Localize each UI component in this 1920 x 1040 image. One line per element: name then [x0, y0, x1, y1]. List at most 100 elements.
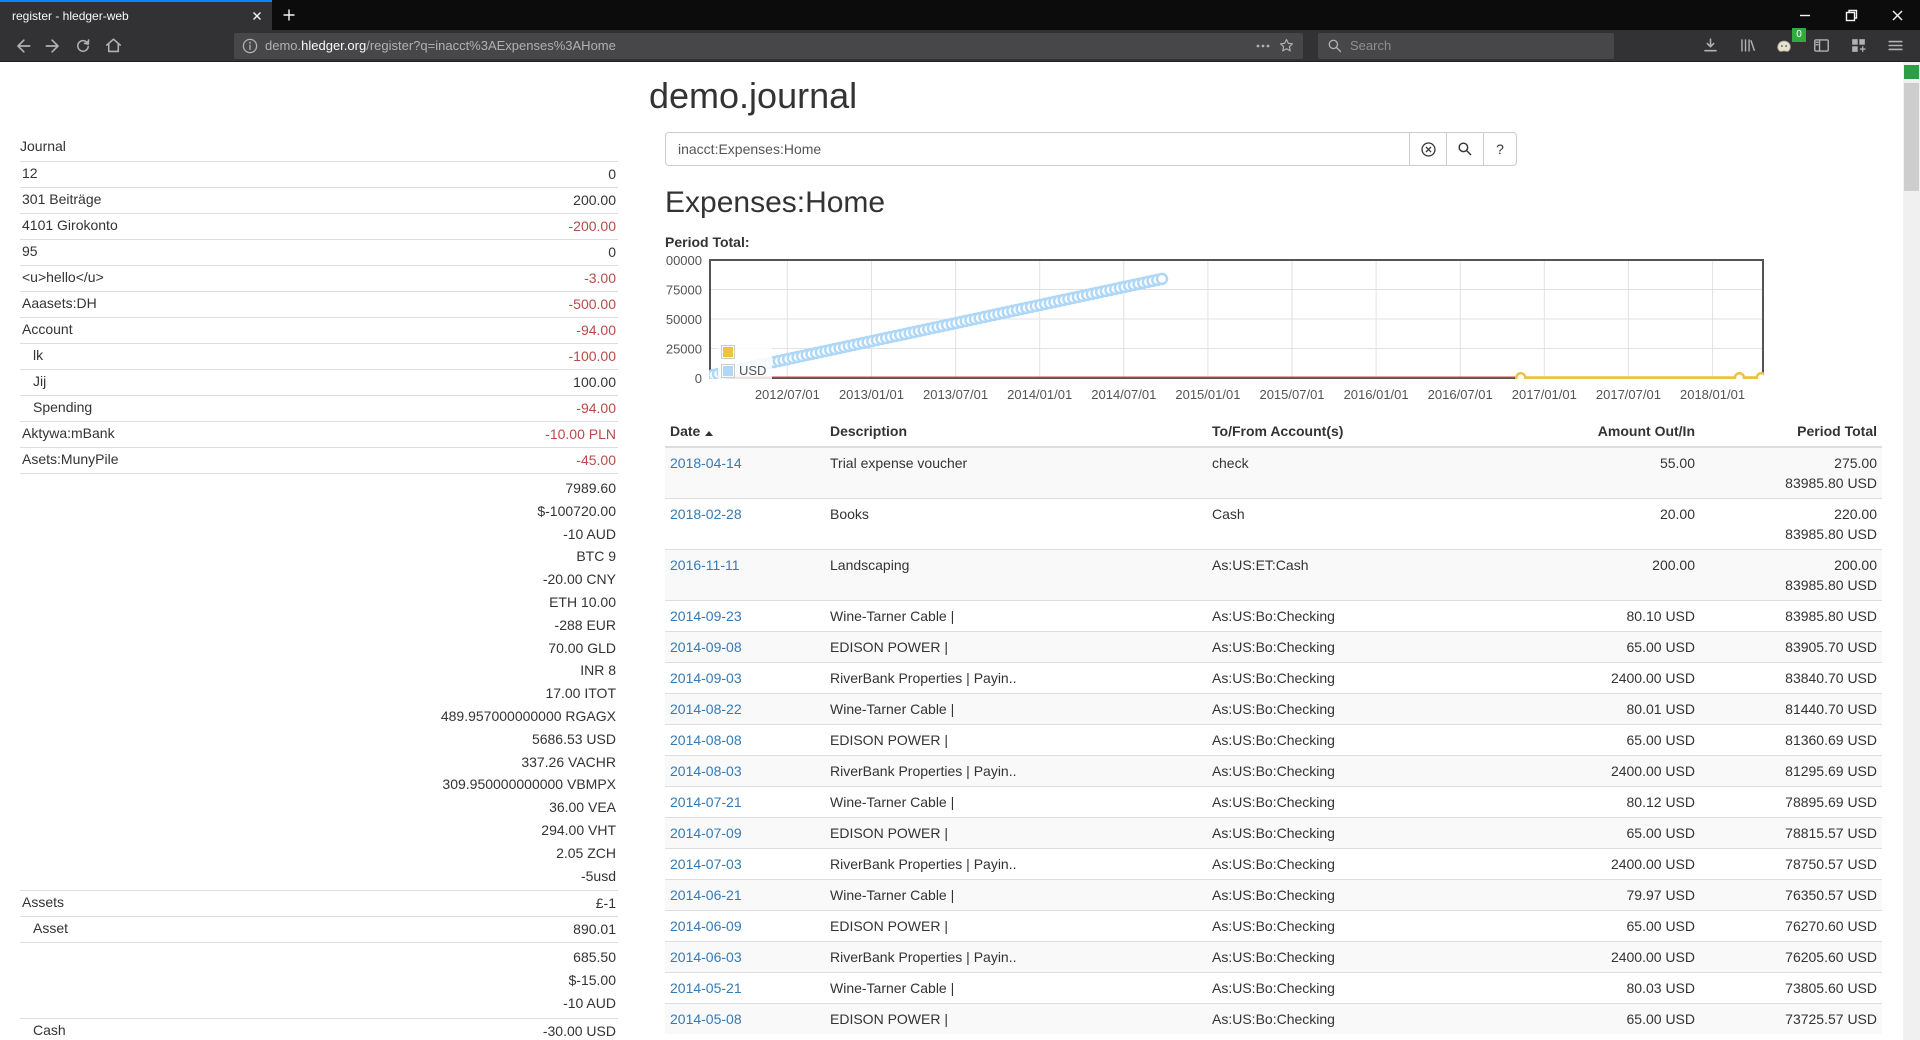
description-cell: Landscaping: [825, 549, 1207, 601]
description-cell: EDISON POWER |: [825, 1003, 1207, 1034]
transaction-date-link[interactable]: 2014-07-21: [670, 794, 742, 810]
transaction-date-link[interactable]: 2018-02-28: [670, 506, 742, 522]
reload-button[interactable]: [68, 33, 98, 59]
amount-cell: 2400.00 USD: [1502, 755, 1700, 787]
account-link[interactable]: Aaasets:DH: [22, 295, 97, 311]
back-button[interactable]: [8, 33, 38, 59]
account-link[interactable]: lk: [33, 347, 44, 363]
window-close-button[interactable]: [1874, 0, 1920, 30]
forward-button[interactable]: [38, 33, 68, 59]
tab-close-icon[interactable]: [250, 9, 264, 23]
window-restore-button[interactable]: [1828, 0, 1874, 30]
account-link[interactable]: 95: [22, 243, 38, 259]
sidebar-account-row: 301 Beiträge 200.00: [20, 187, 618, 214]
downloads-icon[interactable]: [1695, 33, 1725, 59]
column-header-date[interactable]: Date: [665, 416, 825, 448]
sidebar-account-row: Cash -30.00 USD: [20, 1017, 618, 1040]
transaction-date-link[interactable]: 2014-07-03: [670, 856, 742, 872]
bookmark-star-icon[interactable]: [1278, 37, 1295, 54]
account-link[interactable]: 12: [22, 165, 38, 181]
period-total-cell: 76350.57 USD: [1700, 879, 1882, 911]
account-link[interactable]: Aktywa:mBank: [22, 425, 115, 441]
sidebar-account-row: Assets £-1: [20, 890, 618, 917]
amount-cell: 2400.00 USD: [1502, 848, 1700, 880]
query-input[interactable]: [665, 132, 1410, 166]
account-link[interactable]: Spending: [33, 399, 93, 415]
balance-amount: 2.05 ZCH: [556, 844, 616, 861]
extension-icon[interactable]: 0: [1769, 27, 1806, 59]
column-header-amount[interactable]: Amount Out/In: [1502, 416, 1700, 448]
browser-tab[interactable]: register - hledger-web: [0, 0, 272, 30]
screenshots-grid-icon[interactable]: [1843, 33, 1873, 59]
amount-cell: 79.97 USD: [1502, 879, 1700, 911]
home-button[interactable]: [98, 33, 128, 59]
balance-amount: -94.00: [576, 400, 616, 416]
transaction-date-link[interactable]: 2014-05-21: [670, 980, 742, 996]
transaction-date-link[interactable]: 2014-08-03: [670, 763, 742, 779]
transaction-date-link[interactable]: 2014-09-08: [670, 639, 742, 655]
register-row: 2014-06-09 EDISON POWER | As:US:Bo:Checkin…: [665, 910, 1882, 942]
site-info-icon[interactable]: [242, 38, 258, 54]
transaction-date-link[interactable]: 2014-06-03: [670, 949, 742, 965]
search-placeholder: Search: [1350, 38, 1392, 53]
browser-chrome: register - hledger-web: [0, 0, 1920, 62]
register-row: 2014-09-03 RiverBank Properties | Payin..…: [665, 662, 1882, 694]
account-link[interactable]: <u>hello</u>: [22, 269, 104, 285]
scrollbar-thumb[interactable]: [1904, 83, 1919, 191]
svg-text:2012/07/01: 2012/07/01: [755, 387, 820, 402]
clear-query-button[interactable]: [1410, 132, 1447, 166]
sidebars-icon[interactable]: [1806, 33, 1836, 59]
transaction-date-link[interactable]: 2014-09-03: [670, 670, 742, 686]
transaction-date-link[interactable]: 2014-08-08: [670, 732, 742, 748]
window-minimize-button[interactable]: [1782, 0, 1828, 30]
account-link[interactable]: Asset: [33, 920, 69, 937]
sidebar-journal-link[interactable]: Journal: [20, 138, 66, 154]
balance-amount: 17.00 ITOT: [545, 685, 616, 702]
account-link[interactable]: Cash: [33, 1021, 66, 1038]
column-header-description[interactable]: Description: [825, 416, 1207, 448]
transaction-date-link[interactable]: 2016-11-11: [670, 557, 740, 573]
transaction-date-link[interactable]: 2014-08-22: [670, 701, 742, 717]
url-bar[interactable]: demo.hledger.org/register?q=inacct%3AExp…: [234, 32, 1303, 59]
svg-text:2018/01/01: 2018/01/01: [1680, 387, 1745, 402]
column-header-accounts[interactable]: To/From Account(s): [1207, 416, 1502, 448]
description-cell: EDISON POWER |: [825, 910, 1207, 942]
account-link[interactable]: Asets:MunyPile: [22, 451, 119, 467]
period-total-chart[interactable]: 0 25000 50000 75000 100000 2012/07/01 2013/01/…: [665, 256, 1882, 406]
menu-icon[interactable]: [1880, 33, 1910, 59]
transaction-date-link[interactable]: 2014-06-21: [670, 887, 742, 903]
date-cell: 2014-05-08: [665, 1003, 825, 1034]
account-link[interactable]: 4101 Girokonto: [22, 217, 118, 233]
account-link[interactable]: Jij: [33, 373, 47, 389]
browser-search-field[interactable]: Search: [1318, 32, 1614, 59]
page-actions-icon[interactable]: [1255, 38, 1271, 54]
search-query-button[interactable]: [1447, 132, 1484, 166]
new-tab-button[interactable]: [272, 0, 306, 30]
tofrom-accounts-cell: As:US:Bo:Checking: [1207, 600, 1502, 632]
date-cell: 2014-08-22: [665, 693, 825, 725]
svg-text:2013/07/01: 2013/07/01: [923, 387, 988, 402]
balance-amount: 70.00 GLD: [548, 639, 616, 656]
period-total-cell: 83905.70 USD: [1700, 631, 1882, 663]
help-button[interactable]: ?: [1484, 132, 1517, 166]
sidebar-account-row: <u>hello</u> -3.00: [20, 265, 618, 292]
legend-entry: USD: [721, 361, 766, 380]
tofrom-accounts-cell: As:US:Bo:Checking: [1207, 786, 1502, 818]
account-link[interactable]: Assets: [22, 894, 65, 911]
account-link[interactable]: 301 Beiträge: [22, 191, 102, 207]
amount-cell: 80.10 USD: [1502, 600, 1700, 632]
transaction-date-link[interactable]: 2014-07-09: [670, 825, 742, 841]
scroll-top-button[interactable]: [1904, 65, 1919, 79]
account-link[interactable]: Account: [22, 321, 73, 337]
register-row: 2014-08-08 EDISON POWER | As:US:Bo:Checkin…: [665, 724, 1882, 756]
column-header-period-total[interactable]: Period Total: [1700, 416, 1882, 448]
page-scrollbar[interactable]: [1903, 62, 1920, 1040]
amount-cell: 65.00 USD: [1502, 724, 1700, 756]
balance-amount: 337.26 VACHR: [521, 753, 616, 770]
transaction-date-link[interactable]: 2014-05-08: [670, 1011, 742, 1027]
library-icon[interactable]: [1732, 33, 1762, 59]
transaction-date-link[interactable]: 2014-09-23: [670, 608, 742, 624]
transaction-date-link[interactable]: 2014-06-09: [670, 918, 742, 934]
description-cell: RiverBank Properties | Payin..: [825, 848, 1207, 880]
transaction-date-link[interactable]: 2018-04-14: [670, 455, 742, 471]
